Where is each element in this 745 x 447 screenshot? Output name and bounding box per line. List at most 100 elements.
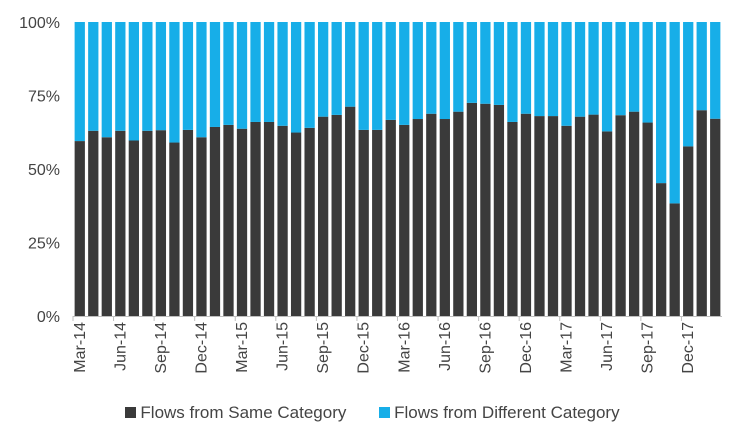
bar-segment-different-category xyxy=(182,22,194,130)
bar-segment-different-category xyxy=(480,22,491,104)
bar-segment-same-category xyxy=(209,126,221,317)
bar-segment-different-category xyxy=(493,22,505,105)
x-tick-label: Mar-16 xyxy=(396,322,413,373)
bar-segment-different-category xyxy=(304,22,315,128)
bar-segment-different-category xyxy=(358,22,369,130)
bar-segment-same-category xyxy=(101,137,112,316)
x-tick-label: Sep-17 xyxy=(640,322,657,374)
bar-segment-same-category xyxy=(115,130,126,316)
bar-segment-same-category xyxy=(318,116,329,316)
bar-segment-different-category xyxy=(385,22,396,120)
bar-segment-same-category xyxy=(507,121,518,317)
bar-segment-same-category xyxy=(493,104,505,316)
bar-segment-same-category xyxy=(669,203,680,316)
bar-segment-same-category xyxy=(385,119,396,317)
x-tick-label: Jun-14 xyxy=(112,322,129,371)
x-tick-label: Dec-16 xyxy=(518,322,535,374)
bar-segment-different-category xyxy=(115,22,126,131)
x-axis-ticks: Mar-14 Jun-14 Sep-14 Dec-14 Mar-15 Jun-15 Sep-… xyxy=(72,316,697,374)
bar-segment-same-category xyxy=(615,115,626,316)
x-tick-label: Sep-16 xyxy=(477,322,494,374)
bar-segment-same-category xyxy=(155,130,167,316)
bar-segment-different-category xyxy=(601,22,613,132)
bar-segment-same-category xyxy=(534,116,545,316)
bar-segment-same-category xyxy=(304,127,315,316)
bar-segment-different-category xyxy=(534,22,545,117)
x-tick-label: Sep-14 xyxy=(153,322,170,374)
y-tick-label: 25% xyxy=(28,236,60,253)
bar-segment-different-category xyxy=(426,22,437,114)
bar-segment-different-category xyxy=(520,22,532,114)
bar-segment-same-category xyxy=(683,146,694,316)
legend-label-same-category: Flows from Same Category xyxy=(140,403,347,422)
bar-segment-different-category xyxy=(331,22,342,115)
bar-segment-different-category xyxy=(142,22,153,131)
bar-segment-same-category xyxy=(331,114,342,317)
bar-segment-different-category xyxy=(372,22,383,130)
bar-segment-different-category xyxy=(318,22,329,117)
y-tick-label: 100% xyxy=(19,15,60,32)
bar-segment-same-category xyxy=(74,141,85,316)
bar-segment-same-category xyxy=(128,140,139,316)
bar-segment-same-category xyxy=(547,116,559,316)
bar-segment-different-category xyxy=(453,22,464,112)
bar-segment-different-category xyxy=(696,22,707,111)
bar-segment-different-category xyxy=(155,22,167,131)
x-tick-label: Jun-15 xyxy=(275,322,292,371)
y-axis-ticks: 0% 25% 50% 75% 100% xyxy=(19,15,60,326)
bar-segment-same-category xyxy=(358,129,369,316)
bar-segment-different-category xyxy=(345,22,356,107)
bar-segment-same-category xyxy=(561,125,572,316)
bar-segment-different-category xyxy=(669,22,680,204)
x-tick-label: Mar-15 xyxy=(234,322,251,373)
bar-segment-same-category xyxy=(196,137,207,316)
bars xyxy=(74,22,721,317)
bar-segment-different-category xyxy=(561,22,572,126)
bar-segment-same-category xyxy=(399,124,410,317)
bar-segment-same-category xyxy=(223,124,234,317)
bar-segment-different-category xyxy=(128,22,139,141)
bar-segment-same-category xyxy=(696,110,707,316)
bar-segment-different-category xyxy=(574,22,586,117)
bar-segment-same-category xyxy=(628,111,640,316)
x-tick-label: Dec-14 xyxy=(193,322,210,374)
bar-segment-same-category xyxy=(277,125,288,316)
bar-segment-different-category xyxy=(290,22,302,133)
bar-segment-different-category xyxy=(547,22,559,117)
bar-segment-different-category xyxy=(88,22,99,131)
bar-segment-different-category xyxy=(250,22,261,122)
bar-segment-different-category xyxy=(263,22,275,122)
bar-segment-same-category xyxy=(574,116,586,316)
bar-segment-same-category xyxy=(345,106,356,316)
bar-segment-different-category xyxy=(209,22,221,127)
bar-segment-same-category xyxy=(710,118,721,316)
bar-segment-different-category xyxy=(642,22,653,123)
y-tick-label: 0% xyxy=(37,309,60,326)
bar-segment-same-category xyxy=(439,119,450,317)
bar-segment-different-category xyxy=(196,22,207,138)
bar-segment-same-category xyxy=(290,132,302,316)
bar-segment-different-category xyxy=(236,22,248,129)
x-tick-label: Sep-15 xyxy=(315,322,332,374)
bar-segment-same-category xyxy=(263,121,275,317)
x-tick-label: Mar-14 xyxy=(72,322,89,373)
x-tick-label: Jun-17 xyxy=(599,322,616,371)
bar-segment-same-category xyxy=(372,129,383,316)
legend-swatch-different-category xyxy=(379,407,391,418)
bar-segment-different-category xyxy=(412,22,423,120)
legend-label-different-category: Flows from Different Category xyxy=(394,403,620,422)
x-tick-label: Jun-16 xyxy=(437,322,454,371)
bar-segment-same-category xyxy=(588,114,599,316)
bar-segment-same-category xyxy=(250,121,261,317)
bar-segment-same-category xyxy=(642,122,653,316)
bar-segment-same-category xyxy=(169,142,180,316)
bar-segment-same-category xyxy=(520,113,532,316)
bar-segment-same-category xyxy=(182,129,194,316)
bar-segment-same-category xyxy=(412,119,423,317)
stacked-bar-chart: 0% 25% 50% 75% 100% Mar-14 Jun-14 Sep-14 Dec-14… xyxy=(19,15,722,374)
bar-segment-same-category xyxy=(466,102,478,316)
bar-segment-same-category xyxy=(480,103,491,316)
bar-segment-different-category xyxy=(169,22,180,143)
legend-swatch-same-category xyxy=(125,407,137,418)
legend-item-different-category: Flows from Different Category xyxy=(379,403,620,423)
